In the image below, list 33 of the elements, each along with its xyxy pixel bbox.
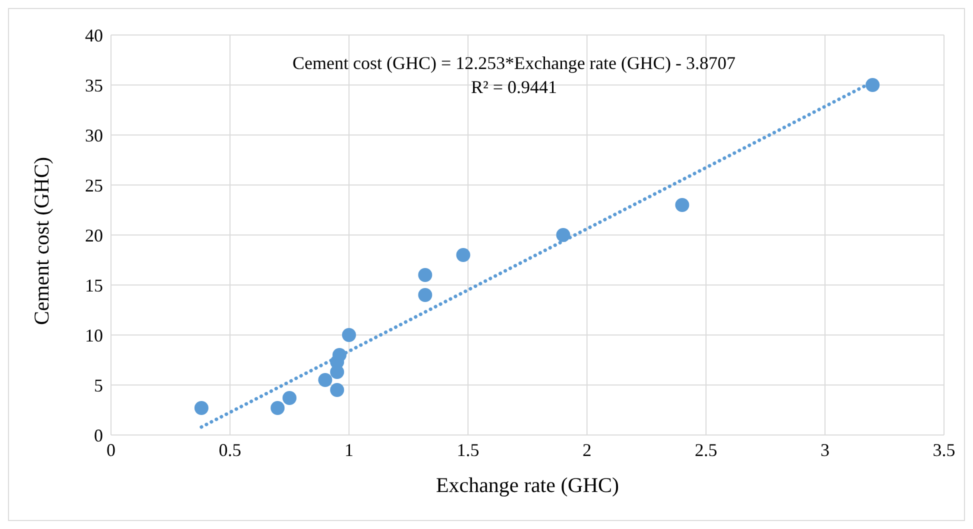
x-tick-label: 0.5 bbox=[218, 440, 242, 460]
x-tick-label: 2 bbox=[582, 440, 592, 460]
y-tick-label: 0 bbox=[94, 425, 103, 446]
y-tick-label: 15 bbox=[85, 275, 103, 296]
point bbox=[282, 391, 296, 405]
y-tick-label: 5 bbox=[94, 375, 103, 396]
y-axis-title: Cement cost (GHC) bbox=[29, 157, 54, 325]
x-tick-label: 3.5 bbox=[932, 440, 956, 460]
point bbox=[418, 268, 432, 282]
point bbox=[194, 401, 208, 415]
point bbox=[418, 288, 432, 302]
annotation: Cement cost (GHC) = 12.253*Exchange rate (GHC) - 3.8707 bbox=[291, 53, 737, 74]
x-axis-title: Exchange rate (GHC) bbox=[436, 473, 620, 497]
point bbox=[270, 401, 285, 415]
x-tick-label: 2.5 bbox=[694, 440, 718, 460]
point bbox=[342, 328, 356, 342]
y-tick-label: 30 bbox=[85, 125, 103, 146]
x-tick-label: 1.5 bbox=[456, 440, 480, 460]
y-tick-label: 10 bbox=[85, 325, 103, 346]
y-tick-label: 20 bbox=[85, 225, 103, 246]
y-tick-label: 25 bbox=[85, 175, 103, 196]
point bbox=[456, 248, 470, 262]
y-tick-label: 40 bbox=[85, 25, 103, 46]
point bbox=[330, 383, 344, 397]
point bbox=[866, 78, 880, 92]
annotation: R² = 0.9441 bbox=[470, 77, 558, 98]
y-tick-label: 35 bbox=[85, 75, 103, 96]
x-tick-label: 3 bbox=[820, 440, 830, 460]
x-tick-label: 1 bbox=[344, 440, 354, 460]
point bbox=[556, 228, 570, 242]
x-tick-label: 0 bbox=[106, 440, 116, 460]
point bbox=[675, 198, 690, 212]
point bbox=[318, 373, 332, 387]
